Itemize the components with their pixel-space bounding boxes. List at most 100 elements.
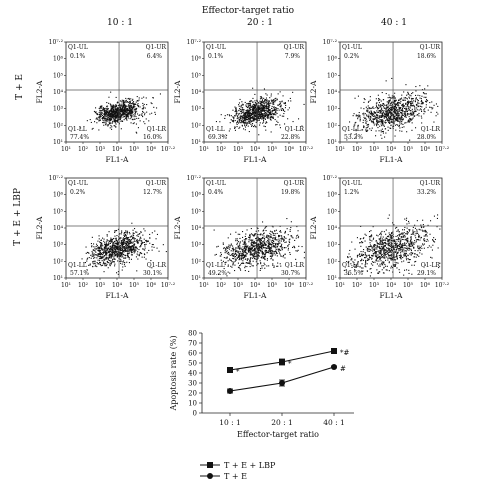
event-dot — [401, 113, 403, 115]
event-dot — [120, 253, 122, 255]
event-dot — [393, 97, 395, 99]
event-dot — [421, 95, 423, 97]
event-dot — [394, 118, 396, 120]
event-dot — [113, 125, 115, 127]
event-dot — [285, 247, 287, 249]
event-dot — [396, 246, 398, 248]
event-dot — [110, 110, 112, 112]
y-tick-label: 10⁶ — [191, 192, 202, 199]
event-dot — [98, 253, 100, 255]
event-dot — [359, 115, 361, 117]
event-dot — [378, 252, 380, 254]
event-dot — [258, 114, 260, 116]
event-dot — [264, 251, 266, 253]
event-dot — [242, 262, 244, 264]
event-dot — [368, 112, 370, 114]
event-dot — [379, 249, 381, 251]
event-dot — [106, 112, 108, 114]
event-dot — [266, 265, 268, 267]
event-dot — [253, 105, 255, 107]
event-dot — [379, 265, 381, 267]
event-dot — [235, 114, 237, 116]
event-dot — [130, 249, 132, 251]
event-dot — [391, 236, 393, 238]
event-dot — [249, 248, 251, 250]
event-dot — [268, 114, 270, 116]
event-dot — [401, 94, 403, 96]
event-dot — [425, 97, 427, 99]
event-dot — [370, 110, 372, 112]
event-dot — [272, 254, 274, 256]
event-dot — [93, 263, 95, 265]
event-dot — [277, 246, 279, 248]
event-dot — [243, 254, 245, 256]
event-dot — [263, 237, 265, 239]
event-dot — [95, 251, 97, 253]
event-dot — [122, 261, 124, 263]
event-dot — [283, 254, 285, 256]
quadrant-ul-name: Q1-UL — [206, 44, 226, 51]
event-dot — [405, 110, 407, 112]
event-dot — [108, 250, 110, 252]
event-dot — [137, 127, 139, 129]
event-dot — [151, 112, 153, 114]
event-dot — [242, 112, 244, 114]
event-dot — [101, 112, 103, 114]
event-dot — [431, 101, 433, 103]
event-dot — [232, 116, 234, 118]
event-dot — [379, 263, 381, 265]
event-dot — [263, 105, 265, 107]
event-dot — [263, 106, 265, 108]
event-dot — [270, 234, 272, 236]
quadrant-lr-name: Q1-LR — [147, 126, 167, 133]
event-dot — [240, 114, 242, 116]
event-dot — [360, 225, 362, 227]
event-dot — [385, 93, 387, 95]
event-dot — [385, 117, 387, 119]
event-dot — [298, 245, 300, 247]
event-dot — [121, 231, 123, 233]
event-dot — [130, 103, 132, 105]
x-tick-label: 10⁶ — [146, 146, 157, 153]
event-dot — [107, 261, 109, 263]
event-dot — [121, 120, 123, 122]
event-dot — [245, 124, 247, 126]
event-dot — [128, 242, 130, 244]
event-dot — [269, 104, 271, 106]
event-dot — [113, 261, 115, 263]
event-dot — [137, 235, 139, 237]
event-dot — [130, 122, 132, 124]
event-dot — [130, 246, 132, 248]
event-dot — [91, 245, 93, 247]
event-dot — [410, 239, 412, 241]
event-dot — [113, 244, 115, 246]
event-dot — [248, 102, 250, 104]
event-dot — [111, 105, 113, 107]
event-dot — [107, 108, 109, 110]
event-dot — [103, 248, 105, 250]
event-dot — [263, 255, 265, 257]
event-dot — [127, 249, 129, 251]
event-dot — [373, 111, 375, 113]
event-dot — [266, 107, 268, 109]
event-dot — [268, 100, 270, 102]
event-dot — [99, 262, 101, 264]
event-dot — [113, 110, 115, 112]
event-dot — [271, 237, 273, 239]
event-dot — [435, 115, 437, 117]
event-dot — [272, 237, 274, 239]
event-dot — [407, 92, 409, 94]
event-dot — [128, 245, 130, 247]
event-dot — [106, 116, 108, 118]
event-dot — [408, 106, 410, 108]
event-dot — [99, 110, 101, 112]
event-dot — [124, 104, 126, 106]
event-dot — [376, 263, 378, 265]
event-dot — [279, 253, 281, 255]
event-dot — [386, 111, 388, 113]
event-dot — [137, 242, 139, 244]
event-dot — [270, 250, 272, 252]
event-dot — [379, 119, 381, 121]
dot-cloud — [346, 77, 439, 141]
event-dot — [132, 103, 134, 105]
